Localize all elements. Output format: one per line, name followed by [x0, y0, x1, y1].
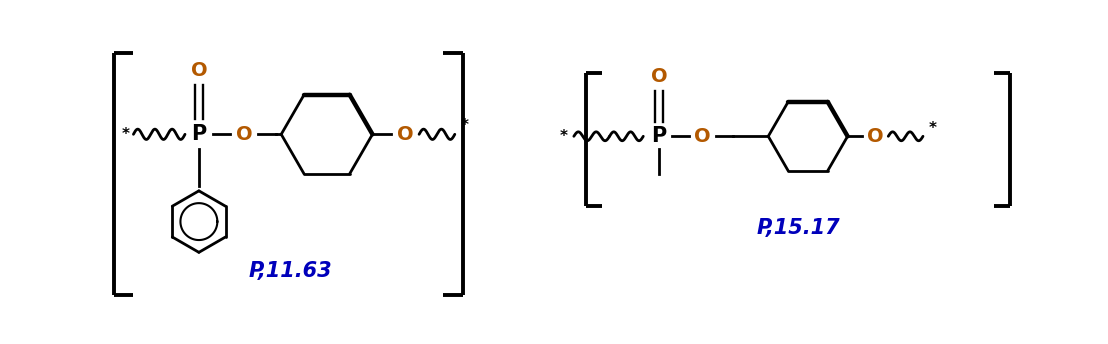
- Text: O: O: [397, 125, 413, 144]
- Text: O: O: [695, 127, 711, 146]
- Text: *: *: [929, 121, 937, 136]
- Text: *: *: [560, 129, 568, 144]
- Text: O: O: [236, 125, 253, 144]
- Text: O: O: [191, 61, 207, 80]
- Text: P,11.63: P,11.63: [248, 261, 332, 281]
- Text: P,15.17: P,15.17: [756, 217, 840, 238]
- Text: O: O: [650, 67, 667, 86]
- Text: P: P: [192, 124, 206, 144]
- Text: *: *: [461, 118, 469, 133]
- Text: O: O: [868, 127, 884, 146]
- Text: *: *: [122, 127, 130, 142]
- Text: P: P: [652, 126, 667, 146]
